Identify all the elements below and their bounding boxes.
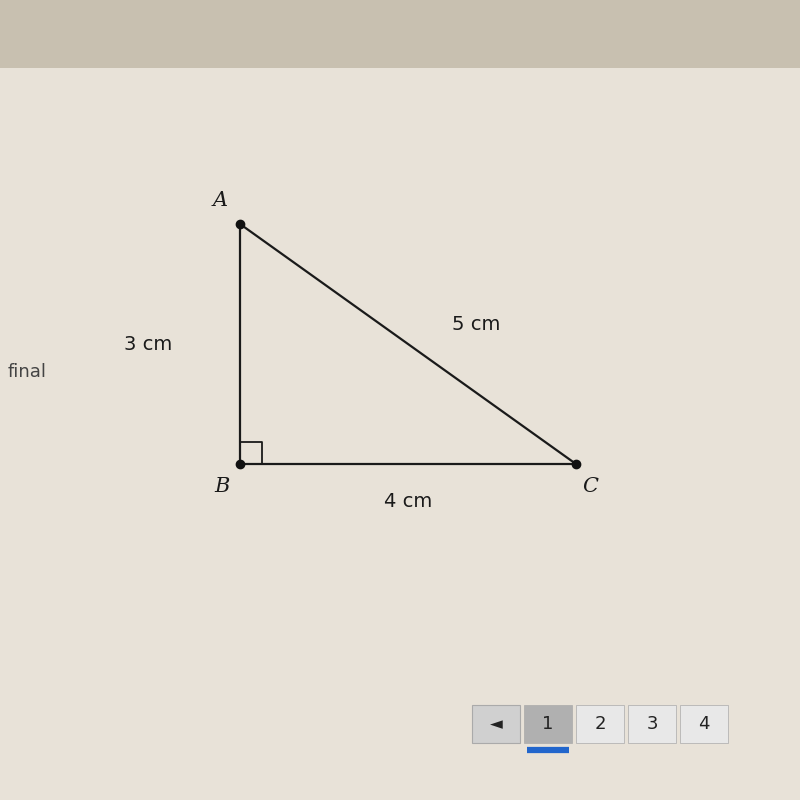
Text: 2: 2 — [594, 715, 606, 733]
Text: 1: 1 — [542, 715, 554, 733]
Text: 3 cm: 3 cm — [124, 334, 172, 354]
Text: A: A — [213, 190, 227, 210]
Text: B: B — [214, 477, 230, 496]
Text: ◄: ◄ — [490, 715, 502, 733]
FancyBboxPatch shape — [524, 705, 572, 743]
FancyBboxPatch shape — [680, 705, 728, 743]
Text: 4 cm: 4 cm — [384, 492, 432, 511]
Text: C: C — [582, 477, 598, 496]
Bar — [0, 0, 800, 68]
Text: 4: 4 — [698, 715, 710, 733]
FancyBboxPatch shape — [576, 705, 624, 743]
Text: 3: 3 — [646, 715, 658, 733]
FancyBboxPatch shape — [628, 705, 676, 743]
FancyBboxPatch shape — [472, 705, 520, 743]
Text: 5 cm: 5 cm — [452, 314, 500, 334]
Text: final: final — [8, 363, 47, 381]
